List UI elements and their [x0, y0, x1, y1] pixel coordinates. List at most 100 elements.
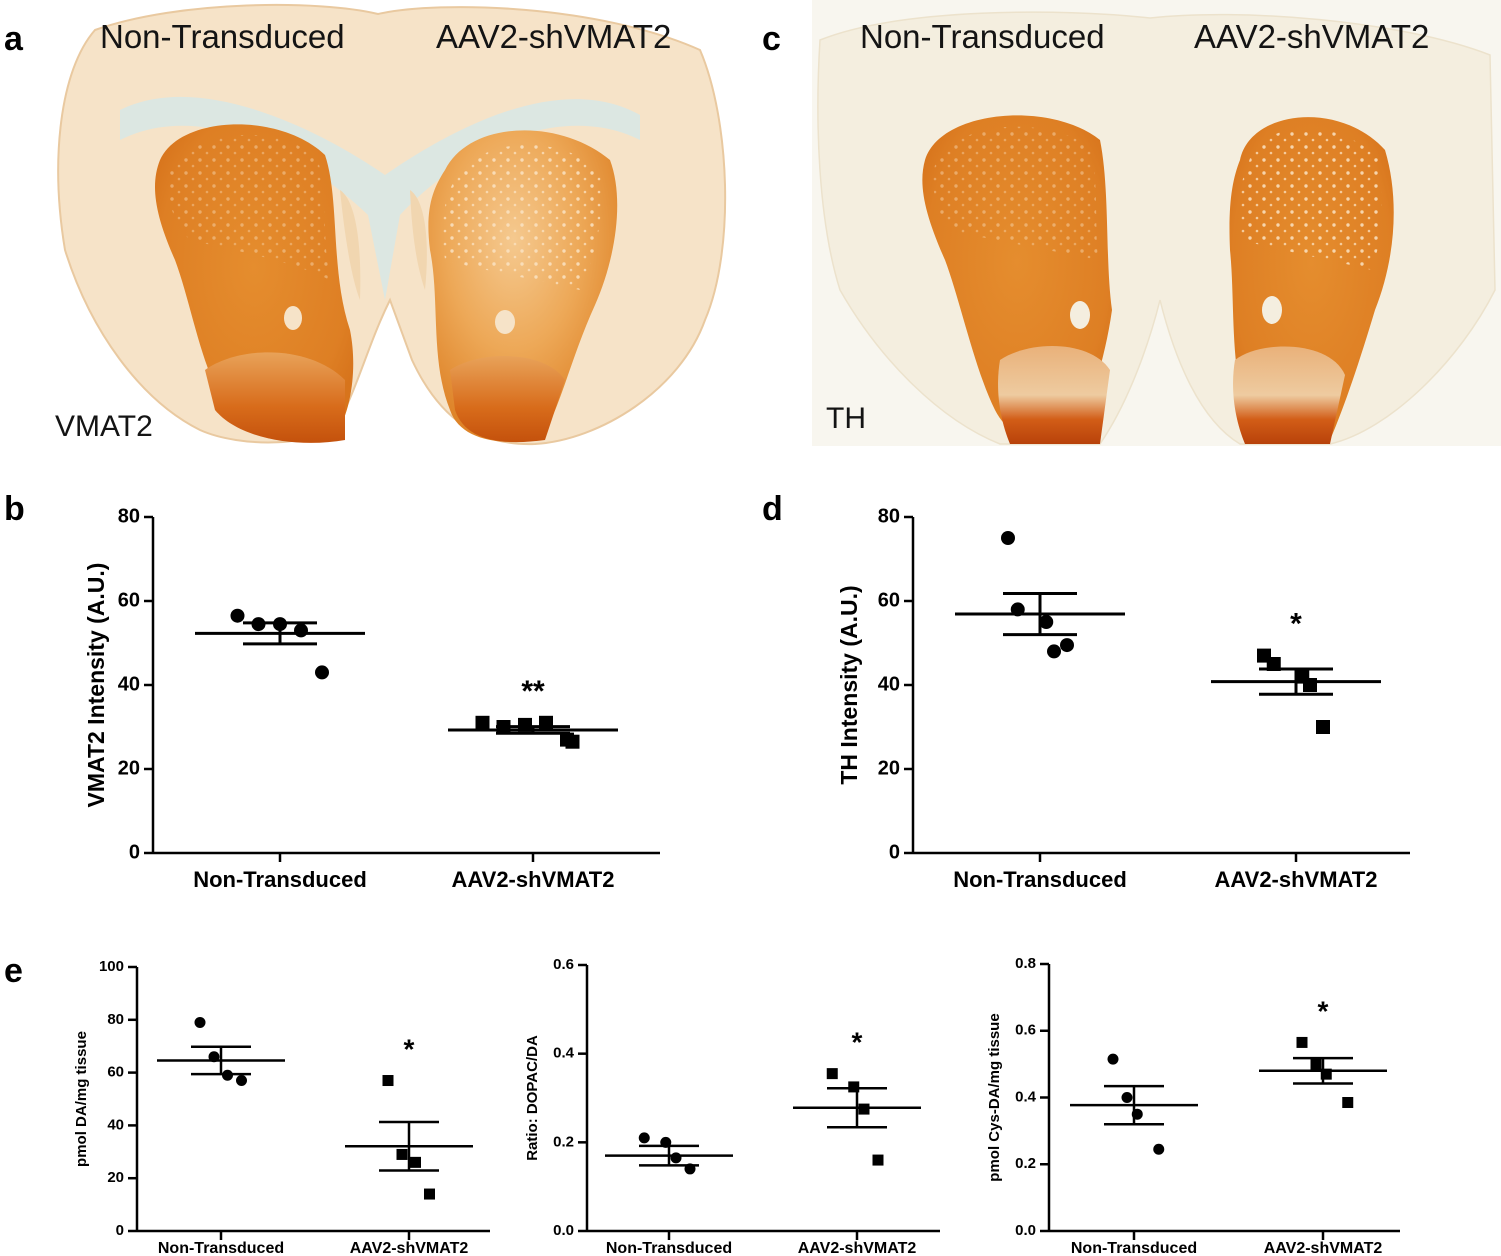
- data-point-square: [1303, 678, 1317, 692]
- y-tick-label: 60: [107, 1064, 124, 1081]
- y-tick-label: 0.6: [553, 956, 574, 973]
- data-point-circle: [1131, 1108, 1143, 1120]
- data-point-square: [1266, 657, 1281, 671]
- x-category-label: Non-Transduced: [158, 1240, 284, 1256]
- data-point-square: [858, 1103, 870, 1115]
- data-point-square: [382, 1075, 394, 1087]
- chart-d: 0 20 40 60 80 Non-Transduced AAV2-shVMAT2 TH In…: [836, 505, 1410, 892]
- significance-marker: *: [404, 1034, 415, 1065]
- panel-a-letter: a: [4, 20, 24, 58]
- y-tick-label: 20: [878, 757, 900, 779]
- data-point-circle: [236, 1075, 247, 1087]
- y-tick-label: 20: [118, 757, 140, 779]
- data-point-square: [518, 717, 532, 732]
- y-tick-label: 0.0: [553, 1222, 574, 1239]
- y-tick-label: 100: [99, 958, 124, 975]
- data-point-square: [848, 1081, 860, 1093]
- data-point-circle: [315, 665, 329, 680]
- panel-c-stain-label: TH: [826, 402, 866, 435]
- panel-a-stain-label: VMAT2: [55, 410, 153, 443]
- y-tick-label: 80: [107, 1011, 124, 1028]
- data-point-circle: [660, 1136, 672, 1148]
- y-tick-label: 0.4: [1015, 1088, 1037, 1105]
- significance-marker: *: [1290, 608, 1302, 641]
- data-point-circle: [230, 608, 245, 623]
- data-point-circle: [251, 617, 266, 632]
- y-tick-label: 0.2: [1015, 1155, 1036, 1172]
- data-point-circle: [294, 623, 308, 638]
- y-tick-label: 0: [889, 841, 900, 863]
- data-point-square: [1316, 720, 1330, 734]
- data-point-circle: [1039, 615, 1054, 629]
- panel-c-letter: c: [762, 20, 781, 58]
- x-category-label: AAV2-shVMAT2: [1215, 867, 1378, 892]
- data-point-circle: [638, 1132, 650, 1144]
- panel-a-right-label: AAV2-shVMAT2: [436, 18, 671, 55]
- data-point-circle: [208, 1051, 220, 1063]
- chart-e3: 0.0 0.2 0.4 0.6 0.8 Non-Transduced AAV2-shVMAT…: [986, 955, 1400, 1256]
- x-category-label: Non-Transduced: [953, 867, 1127, 892]
- chart-e2: 0.0 0.2 0.4 0.6 Non-Transduced AAV2-shVMAT2 Ra…: [524, 956, 940, 1256]
- panel-a-left-label: Non-Transduced: [100, 18, 345, 55]
- data-point-square: [424, 1188, 435, 1200]
- data-point-circle: [273, 617, 287, 632]
- chart-b: 0 20 40 60 80 Non-Transduced AAV2-shVMAT2 VMAT2…: [83, 505, 660, 892]
- y-tick-label: 0: [116, 1222, 124, 1239]
- x-category-label: AAV2-shVMAT2: [350, 1240, 469, 1256]
- y-tick-label: 60: [118, 589, 140, 611]
- data-point-circle: [1107, 1053, 1119, 1065]
- data-point-circle: [1060, 638, 1074, 653]
- significance-marker: *: [852, 1027, 863, 1058]
- data-point-square: [1342, 1097, 1354, 1109]
- data-point-circle: [670, 1152, 682, 1164]
- panel-e-letter: e: [4, 952, 23, 990]
- data-point-circle: [1153, 1143, 1165, 1155]
- panel-c-image: Non-Transduced AAV2-shVMAT2 TH: [812, 0, 1501, 446]
- data-point-circle: [222, 1069, 233, 1081]
- y-tick-label: 0: [129, 841, 140, 863]
- data-point-square: [1310, 1058, 1322, 1070]
- data-point-square: [475, 715, 490, 730]
- corpus-callosum-a: [120, 96, 640, 300]
- panel-a-image: Non-Transduced AAV2-shVMAT2 VMAT2: [44, 0, 737, 448]
- data-point-circle: [1121, 1092, 1133, 1103]
- chart-e1: 0 20 40 60 80 100 Non-Transduced AAV2-shVMAT2 pm…: [73, 958, 490, 1256]
- panel-d-letter: d: [762, 490, 783, 528]
- y-axis-title: pmol Cys-DA/mg tissue: [986, 1013, 1003, 1181]
- data-point-square: [410, 1156, 421, 1168]
- x-category-label: AAV2-shVMAT2: [798, 1240, 917, 1256]
- data-point-square: [1296, 1036, 1308, 1048]
- data-point-circle: [1047, 644, 1061, 659]
- y-tick-label: 40: [878, 673, 900, 695]
- y-tick-label: 80: [118, 505, 140, 527]
- y-tick-label: 0.2: [553, 1133, 574, 1150]
- y-tick-label: 40: [107, 1116, 124, 1133]
- x-category-label: Non-Transduced: [606, 1240, 732, 1256]
- x-category-label: AAV2-shVMAT2: [1264, 1240, 1383, 1256]
- y-axis-title: TH Intensity (A.U.): [836, 585, 862, 784]
- x-category-label: AAV2-shVMAT2: [452, 867, 615, 892]
- data-point-circle: [1001, 531, 1015, 545]
- data-point-circle: [194, 1016, 206, 1028]
- y-tick-label: 60: [878, 589, 900, 611]
- data-point-square: [539, 715, 553, 730]
- y-tick-label: 20: [107, 1169, 124, 1186]
- panel-b-letter: b: [4, 490, 25, 528]
- data-point-square: [496, 720, 511, 734]
- data-point-circle: [684, 1163, 696, 1175]
- y-axis-title: pmol DA/mg tissue: [73, 1031, 90, 1167]
- panel-c-right-label: AAV2-shVMAT2: [1194, 18, 1429, 55]
- panel-c-left-label: Non-Transduced: [860, 18, 1105, 55]
- data-point-circle: [1010, 602, 1025, 617]
- data-point-square: [826, 1068, 838, 1080]
- significance-marker: **: [521, 675, 545, 708]
- y-axis-title: Ratio: DOPAC/DA: [524, 1035, 541, 1161]
- data-point-square: [1320, 1068, 1332, 1080]
- y-tick-label: 0.8: [1015, 955, 1036, 972]
- data-point-square: [872, 1154, 884, 1166]
- data-point-square: [565, 734, 580, 749]
- y-tick-label: 0.0: [1015, 1222, 1036, 1239]
- y-axis-title: VMAT2 Intensity (A.U.): [83, 563, 109, 808]
- x-category-label: Non-Transduced: [193, 867, 367, 892]
